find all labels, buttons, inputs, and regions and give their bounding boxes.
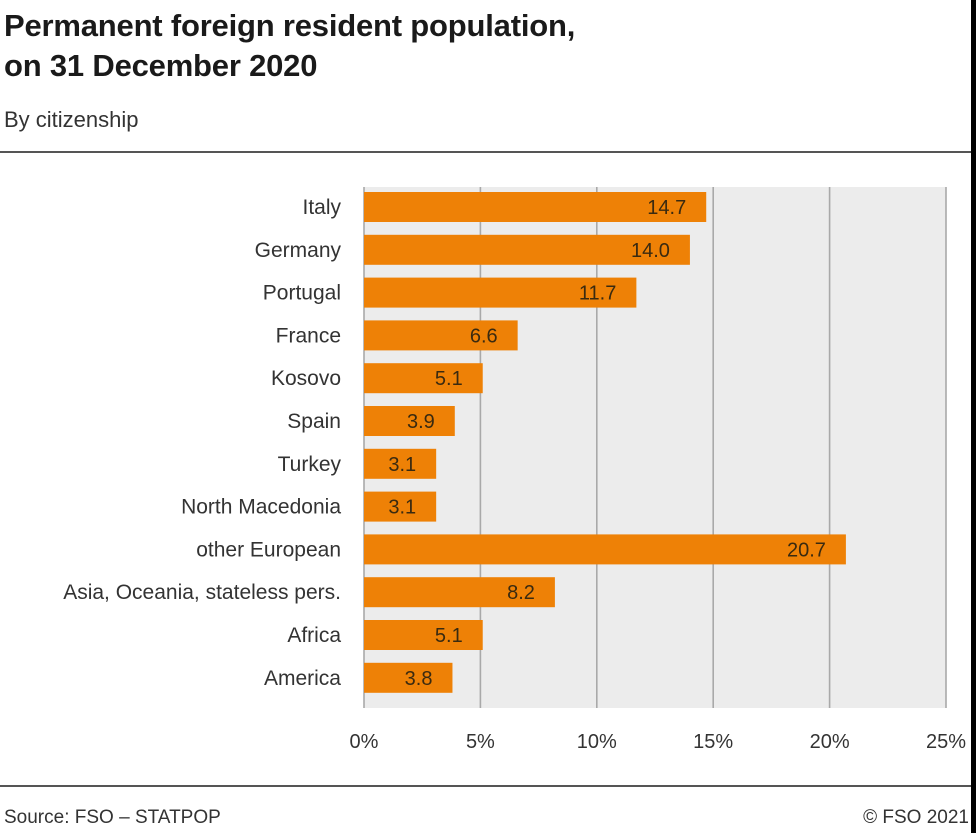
bar	[364, 662, 453, 693]
category-label: Portugal	[263, 282, 341, 305]
category-label: Spain	[287, 410, 341, 433]
data-label: 8.2	[507, 582, 535, 604]
bottom-divider	[0, 785, 971, 787]
data-label: 3.8	[405, 668, 433, 690]
category-label: Africa	[287, 624, 341, 647]
category-labels: Italy Germany Portugal France Kosovo Spain Tur…	[63, 196, 341, 690]
data-label: 20.7	[787, 539, 826, 561]
category-label: America	[264, 667, 341, 690]
bar	[364, 363, 483, 394]
category-label: Germany	[255, 239, 342, 262]
category-label: Italy	[302, 196, 341, 219]
data-label: 5.1	[435, 368, 463, 390]
bar	[364, 277, 637, 308]
category-label: Asia, Oceania, stateless pers.	[63, 581, 341, 604]
data-label: 11.7	[579, 283, 616, 305]
data-label: 6.6	[470, 325, 498, 347]
category-label: other European	[196, 538, 341, 561]
data-label: 3.9	[407, 411, 435, 433]
category-label: France	[276, 324, 341, 347]
x-tick-label: 5%	[466, 731, 495, 753]
data-label: 5.1	[435, 625, 463, 647]
category-label: Turkey	[278, 453, 342, 476]
chart-title: Permanent foreign resident population, o…	[4, 8, 576, 83]
x-tick-label: 10%	[577, 731, 617, 753]
x-tick-label: 25%	[926, 731, 966, 753]
source-note: Source: FSO – STATPOP	[4, 807, 221, 828]
bar	[364, 577, 555, 608]
data-label: 14.7	[647, 197, 686, 219]
bar	[364, 448, 437, 479]
bar	[364, 406, 455, 436]
bars: 14.714.011.76.65.13.93.13.120.78.25.13.8	[364, 192, 846, 693]
bar	[364, 620, 483, 650]
category-label: North Macedonia	[181, 496, 341, 519]
bar	[364, 234, 690, 265]
bar	[364, 491, 437, 522]
x-tick-label: 20%	[810, 731, 850, 753]
chart-subtitle: By citizenship	[4, 107, 139, 132]
x-tick-label: 0%	[350, 731, 379, 753]
bar	[364, 192, 707, 222]
category-label: Kosovo	[271, 367, 341, 390]
copyright-note: © FSO 2021	[863, 807, 969, 828]
x-tick-label: 15%	[693, 731, 733, 753]
top-divider	[0, 151, 971, 153]
data-label: 3.1	[388, 497, 416, 519]
x-tick-labels: 0% 5% 10% 15% 20% 25%	[350, 731, 967, 753]
data-label: 3.1	[388, 454, 416, 476]
bar	[364, 320, 518, 351]
bar	[364, 534, 846, 565]
data-label: 14.0	[631, 240, 670, 262]
